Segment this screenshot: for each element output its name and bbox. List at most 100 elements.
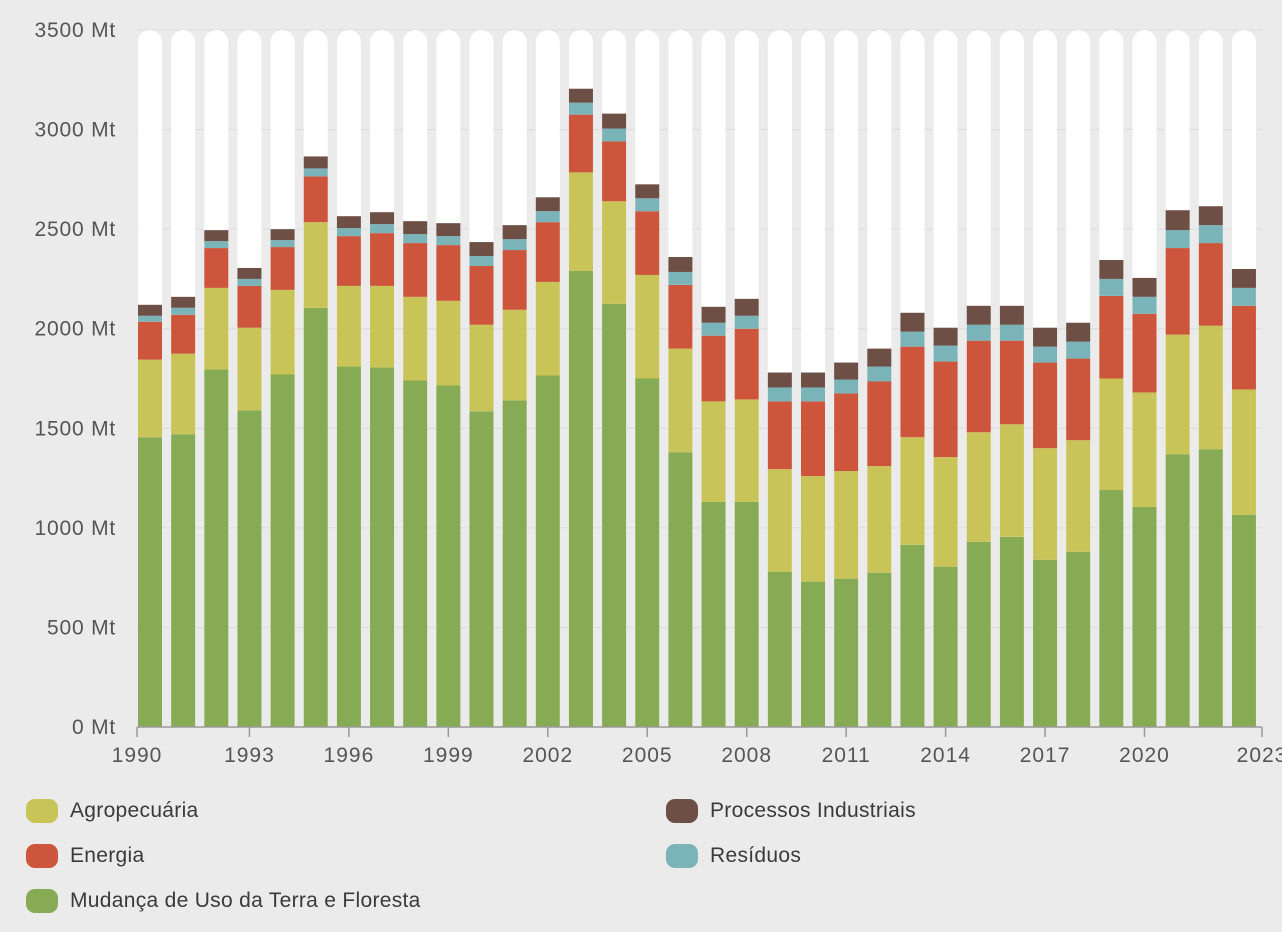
y-tick-label-3000: 3000 Mt (35, 119, 116, 142)
bar-residuos-1996 (336, 228, 361, 237)
bar-residuos-2013 (900, 331, 925, 347)
bar-energia-2007 (701, 335, 726, 402)
y-tick-label-3500: 3500 Mt (35, 19, 116, 42)
bar-processos-industriais-2012 (867, 348, 892, 367)
bar-residuos-2002 (535, 211, 560, 223)
legend-swatch-agropecuaria (26, 799, 58, 823)
bar-processos-industriais-1998 (403, 221, 428, 235)
bar-energia-2006 (668, 284, 693, 349)
bar-processos-industriais-2018 (1066, 322, 1091, 342)
chart-legend: Agropecuária Energia Mudança de Uso da T… (0, 780, 1282, 932)
bar-processos-industriais-2008 (734, 298, 759, 316)
bar-agropecuaria-2003 (568, 172, 593, 271)
bar-processos-industriais-1994 (270, 229, 295, 241)
bar-mudanca-de-uso-da-terra-e-floresta-1993 (237, 410, 262, 727)
bar-mudanca-de-uso-da-terra-e-floresta-2011 (834, 578, 859, 727)
bar-agropecuaria-2014 (933, 457, 958, 567)
bar-residuos-2006 (668, 271, 693, 285)
bar-processos-industriais-1997 (370, 212, 395, 225)
bar-residuos-1993 (237, 278, 262, 286)
legend-item-energia[interactable]: Energia (26, 841, 144, 871)
bar-mudanca-de-uso-da-terra-e-floresta-2006 (668, 452, 693, 727)
y-tick-label-0: 0 Mt (72, 716, 116, 739)
bar-residuos-2008 (734, 315, 759, 329)
bar-energia-1991 (171, 314, 196, 354)
bar-mudanca-de-uso-da-terra-e-floresta-2002 (535, 375, 560, 727)
bar-processos-industriais-2017 (1033, 327, 1058, 347)
bar-residuos-2020 (1132, 296, 1157, 314)
bar-processos-industriais-2004 (602, 113, 627, 129)
bar-processos-industriais-2001 (502, 225, 527, 240)
bar-mudanca-de-uso-da-terra-e-floresta-2004 (602, 303, 627, 727)
bar-agropecuaria-2008 (734, 399, 759, 502)
bar-energia-1995 (303, 176, 328, 223)
bar-residuos-2011 (834, 379, 859, 394)
x-tick-label-1990: 1990 (112, 744, 163, 767)
bar-mudanca-de-uso-da-terra-e-floresta-1999 (436, 385, 461, 727)
bar-processos-industriais-2019 (1099, 260, 1124, 279)
legend-swatch-mudanca-uso-terra (26, 889, 58, 913)
bar-mudanca-de-uso-da-terra-e-floresta-1996 (336, 366, 361, 727)
bar-mudanca-de-uso-da-terra-e-floresta-2005 (635, 378, 660, 727)
legend-item-processos-industriais[interactable]: Processos Industriais (666, 796, 916, 826)
bar-energia-2022 (1198, 243, 1223, 326)
bar-mudanca-de-uso-da-terra-e-floresta-2019 (1099, 490, 1124, 727)
bar-energia-1994 (270, 247, 295, 290)
bar-mudanca-de-uso-da-terra-e-floresta-1991 (171, 434, 196, 727)
bar-agropecuaria-2012 (867, 466, 892, 573)
bar-energia-2012 (867, 381, 892, 467)
bar-residuos-1997 (370, 224, 395, 234)
bar-energia-2010 (801, 401, 825, 477)
bar-energia-2016 (999, 340, 1024, 425)
x-tick-label-1999: 1999 (423, 744, 474, 767)
bar-processos-industriais-1999 (436, 223, 461, 237)
bar-processos-industriais-2021 (1165, 210, 1190, 231)
bar-residuos-2005 (635, 198, 660, 212)
bar-agropecuaria-2005 (635, 274, 660, 379)
bar-processos-industriais-2016 (999, 305, 1024, 325)
bar-mudanca-de-uso-da-terra-e-floresta-1990 (138, 437, 162, 727)
x-tick-label-2005: 2005 (622, 744, 673, 767)
bar-energia-2021 (1165, 248, 1190, 335)
bar-agropecuaria-2018 (1066, 440, 1091, 552)
bar-processos-industriais-2007 (701, 306, 726, 323)
bar-residuos-2003 (568, 102, 593, 115)
bar-processos-industriais-2009 (767, 372, 792, 388)
bar-processos-industriais-1992 (204, 230, 229, 242)
x-tick-label-1996: 1996 (324, 744, 375, 767)
bar-energia-2005 (635, 211, 660, 275)
bar-energia-2015 (966, 340, 991, 433)
bar-agropecuaria-2017 (1033, 448, 1058, 560)
bar-energia-2004 (602, 141, 627, 202)
bar-energia-1990 (138, 321, 162, 360)
bar-energia-2018 (1066, 358, 1091, 441)
bar-mudanca-de-uso-da-terra-e-floresta-2013 (900, 544, 925, 727)
bar-mudanca-de-uso-da-terra-e-floresta-1998 (403, 380, 428, 727)
bar-residuos-2004 (602, 128, 627, 142)
legend-item-residuos[interactable]: Resíduos (666, 841, 801, 871)
bar-energia-2008 (734, 328, 759, 400)
bar-energia-2013 (900, 346, 925, 438)
y-tick-label-1000: 1000 Mt (35, 517, 116, 540)
bar-processos-industriais-2014 (933, 327, 958, 346)
bar-residuos-1991 (171, 307, 196, 315)
bar-residuos-2014 (933, 345, 958, 362)
bar-agropecuaria-2011 (834, 471, 859, 579)
legend-item-agropecuaria[interactable]: Agropecuária (26, 796, 199, 826)
bar-mudanca-de-uso-da-terra-e-floresta-2007 (701, 501, 726, 727)
bar-residuos-2009 (767, 387, 792, 402)
bar-processos-industriais-1995 (303, 156, 328, 169)
bar-mudanca-de-uso-da-terra-e-floresta-2000 (469, 411, 494, 727)
legend-label-processos-industriais: Processos Industriais (710, 799, 916, 822)
bar-residuos-2012 (867, 366, 892, 382)
legend-item-mudanca-uso-terra[interactable]: Mudança de Uso da Terra e Floresta (26, 886, 421, 916)
bar-energia-2020 (1132, 313, 1157, 393)
bar-processos-industriais-2011 (834, 362, 859, 380)
bar-agropecuaria-1993 (237, 327, 262, 411)
bar-residuos-2015 (966, 324, 991, 341)
bar-residuos-1995 (303, 168, 328, 177)
chart-canvas: 0 Mt 500 Mt 1000 Mt 1500 Mt 2000 Mt 2500 Mt 30… (35, 19, 1282, 767)
bar-agropecuaria-1992 (204, 287, 229, 370)
x-tick-label-2023: 2023 (1237, 744, 1282, 767)
y-tick-label-2000: 2000 Mt (35, 318, 116, 341)
